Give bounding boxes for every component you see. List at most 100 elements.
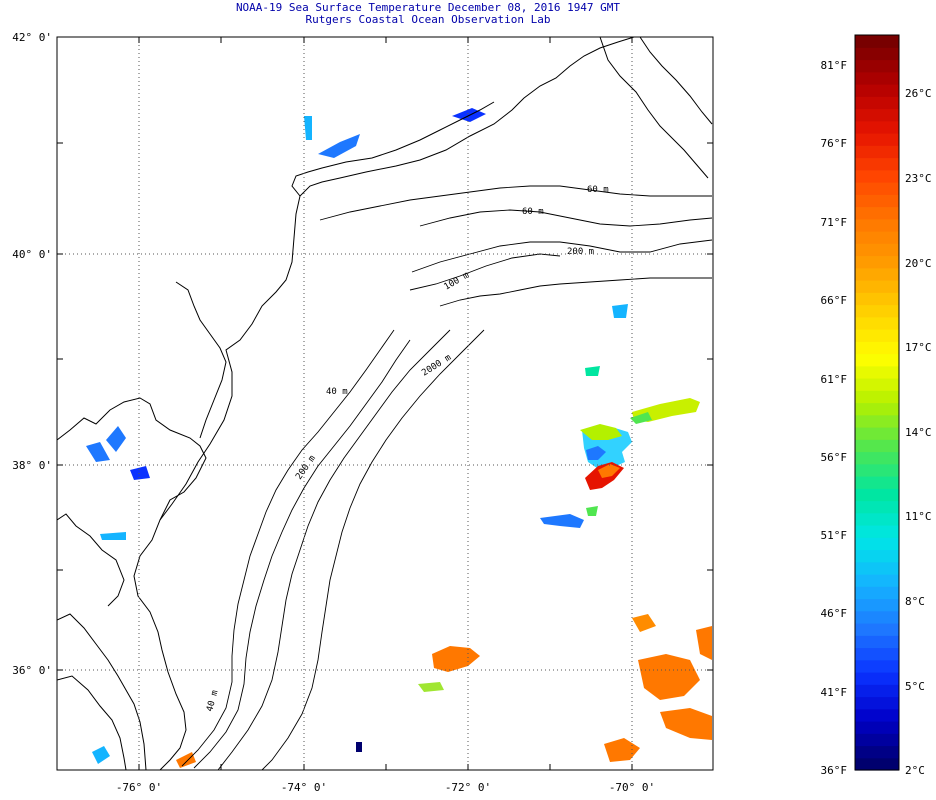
colorbar-band <box>855 145 899 159</box>
colorbar-band <box>855 84 899 97</box>
colorbar-band <box>855 537 899 551</box>
sst-patches <box>86 108 712 768</box>
sst-patch-bay-3 <box>130 466 150 480</box>
colorbar-band <box>855 280 899 293</box>
colorbar-band <box>855 96 899 110</box>
colorbar-band <box>855 721 899 734</box>
sst-patch-cape <box>176 752 196 768</box>
colorbar-band <box>855 525 899 538</box>
colorbar-band <box>855 108 899 122</box>
colorbar-c-labels: 26°C 23°C 20°C 17°C 14°C 11°C 8°C 5°C 2°… <box>905 87 932 777</box>
colorbar-band <box>855 476 899 489</box>
isobath-label-40m: 40 m <box>326 387 348 397</box>
colorbar-band <box>855 561 899 575</box>
colorbar-band <box>855 586 899 600</box>
sst-patch-bay-2 <box>86 442 110 462</box>
colorbar-band <box>855 696 899 710</box>
colorbar-band <box>855 169 899 183</box>
cbar-c-23: 23°C <box>905 172 932 185</box>
sst-patch-bay-1 <box>106 426 126 452</box>
sst-patch-south-2 <box>418 682 444 692</box>
graticule <box>57 37 713 770</box>
colorbar-bands <box>855 35 899 771</box>
sst-patch-green <box>580 424 622 440</box>
cbar-f-76: 76°F <box>821 137 848 150</box>
colorbar-band <box>855 672 899 685</box>
sst-patch-bay-4 <box>100 532 126 540</box>
colorbar-band <box>855 574 899 587</box>
colorbar-band <box>855 329 899 342</box>
colorbar-band <box>855 549 899 563</box>
sst-patch-inshore-3 <box>304 116 312 140</box>
cbar-c-8: 8°C <box>905 595 925 608</box>
cbar-f-81: 81°F <box>821 59 848 72</box>
lon-label-74: -74° 0' <box>281 781 327 794</box>
sst-patch-blue <box>586 446 606 460</box>
cbar-f-41: 41°F <box>821 686 848 699</box>
colorbar-band <box>855 598 899 612</box>
colorbar-band <box>855 341 899 355</box>
isobath-label-200m-north: 200 m <box>567 247 594 257</box>
cbar-c-20: 20°C <box>905 257 932 270</box>
cbar-f-66: 66°F <box>821 294 848 307</box>
colorbar-band <box>855 365 899 379</box>
colorbar-band <box>855 133 899 146</box>
colorbar-band <box>855 182 899 195</box>
sst-patch-tongue-edge <box>630 412 652 424</box>
colorbar-band <box>855 635 899 649</box>
colorbar-band <box>855 659 899 673</box>
colorbar-band <box>855 316 899 330</box>
sst-patch-small-3 <box>540 514 584 528</box>
sst-patch-small-2 <box>612 304 628 318</box>
colorbar-band <box>855 47 899 61</box>
colorbar-band <box>855 231 899 244</box>
colorbar-band <box>855 218 899 232</box>
colorbar-band <box>855 35 899 48</box>
colorbar-band <box>855 206 899 220</box>
colorbar-band <box>855 512 899 526</box>
colorbar-band <box>855 684 899 698</box>
colorbar-band <box>855 304 899 318</box>
isobath-label-60m: 60 m <box>522 207 544 217</box>
sst-patch-small-1 <box>585 366 600 376</box>
colorbar-band <box>855 488 899 502</box>
isobaths <box>181 185 713 770</box>
colorbar-band <box>855 733 899 747</box>
coastline <box>57 37 713 770</box>
lon-label-72: -72° 0' <box>445 781 491 794</box>
sst-patch-small-4 <box>586 506 598 516</box>
colorbar-band <box>855 255 899 269</box>
cbar-c-26: 26°C <box>905 87 932 100</box>
lon-label-76: -76° 0' <box>116 781 162 794</box>
colorbar-band <box>855 757 899 771</box>
cbar-c-2: 2°C <box>905 764 925 777</box>
colorbar-band <box>855 402 899 416</box>
colorbar-frame <box>854 34 900 771</box>
lat-label-40: 40° 0' <box>12 248 52 261</box>
colorbar-band <box>855 500 899 514</box>
title-line2: Rutgers Coastal Ocean Observation Lab <box>305 13 551 26</box>
cbar-c-14: 14°C <box>905 426 932 439</box>
colorbar-f-labels: 81°F 76°F 71°F 66°F 61°F 56°F 51°F 46°F … <box>821 59 848 777</box>
cbar-f-36: 36°F <box>821 764 848 777</box>
cbar-f-71: 71°F <box>821 216 848 229</box>
colorbar-band <box>855 378 899 391</box>
cbar-c-5: 5°C <box>905 680 925 693</box>
lon-labels: -76° 0' -74° 0' -72° 0' -70° 0' <box>116 781 655 794</box>
cbar-f-61: 61°F <box>821 373 848 386</box>
colorbar-band <box>855 243 899 257</box>
sst-patch-se-4 <box>696 626 712 660</box>
lat-label-38: 38° 0' <box>12 459 52 472</box>
sst-patch-inshore-1 <box>318 134 360 158</box>
sst-patch-dot <box>356 742 362 752</box>
cbar-f-51: 51°F <box>821 529 848 542</box>
colorbar-band <box>855 610 899 624</box>
sst-patch-se-2 <box>660 708 712 740</box>
sst-patch-se-1 <box>638 654 700 700</box>
colorbar-band <box>855 59 899 73</box>
colorbar-band <box>855 647 899 661</box>
lat-labels: 42° 0' 40° 0' 38° 0' 36° 0' <box>12 31 52 677</box>
sst-patch-se-5 <box>632 614 656 632</box>
